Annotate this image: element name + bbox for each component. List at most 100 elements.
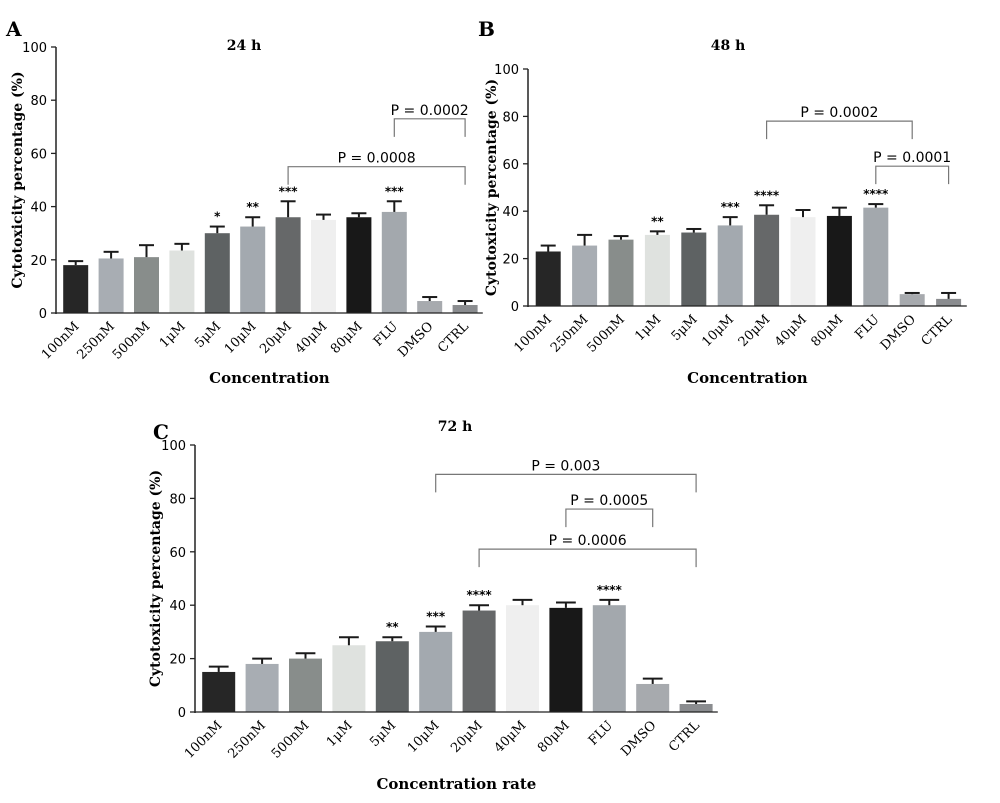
x-tick-label: CTRL — [919, 312, 956, 349]
y-axis-label-a: Cytotoxicity percentage (%) — [10, 71, 26, 288]
x-tick-label: 5μM — [367, 718, 399, 750]
significance-label: **** — [754, 188, 780, 202]
bar — [790, 217, 816, 306]
chart-title-a: 24 h — [227, 38, 262, 54]
x-tick-label: FLU — [852, 312, 882, 342]
x-tick-label: 1μM — [632, 312, 664, 344]
x-tick-label: 500nM — [110, 319, 153, 362]
y-tick-label: 0 — [178, 706, 186, 721]
p-value-bracket — [435, 473, 697, 493]
y-tick-label: 100 — [494, 63, 519, 78]
x-tick-label: 40μM — [772, 312, 810, 350]
bar — [169, 250, 195, 313]
p-value-bracket — [478, 548, 697, 568]
panel-letter-b: B — [478, 17, 495, 41]
y-tick-label: 20 — [502, 253, 519, 268]
x-axis-label-b: Concentration — [687, 369, 808, 387]
x-tick-label: 40μM — [293, 319, 331, 357]
bar — [506, 605, 539, 712]
bar — [311, 219, 336, 313]
bar — [754, 214, 780, 306]
y-tick-label: 100 — [161, 439, 186, 454]
bar — [452, 305, 478, 313]
x-tick-label: CTRL — [435, 319, 472, 356]
bar — [419, 631, 453, 712]
x-tick-label: 80μM — [535, 718, 573, 756]
bar — [63, 265, 89, 313]
chart-panel-a: A 24 h 0 20 40 60 80 100 Cytotoxicity percentage… — [5, 17, 483, 387]
bar — [134, 257, 159, 313]
significance-label: **** — [597, 583, 623, 597]
bar — [332, 645, 366, 712]
x-tick-label: 1μM — [324, 718, 356, 750]
bar — [381, 211, 407, 313]
bar — [240, 226, 266, 313]
bar — [592, 605, 626, 712]
bar — [608, 239, 634, 306]
significance-label: **** — [863, 187, 889, 201]
x-tick-label: 10μM — [222, 319, 260, 357]
bar — [204, 233, 230, 313]
x-tick-label: 20μM — [257, 319, 295, 357]
bar — [863, 207, 889, 306]
bar — [679, 703, 713, 712]
x-axis-label-c: Concentration rate — [376, 775, 536, 793]
x-tick-label: DMSO — [618, 718, 659, 759]
y-tick-label: 40 — [502, 205, 519, 220]
significance-label: *** — [426, 610, 446, 624]
bar — [98, 258, 124, 313]
chart-panel-c: C 72 h 0 20 40 60 80 100 Cytotoxicity percentage… — [148, 419, 718, 793]
panel-letter-a: A — [5, 17, 22, 41]
bar — [462, 610, 496, 712]
y-tick-label: 80 — [502, 110, 519, 125]
significance-label: *** — [721, 200, 741, 214]
chart-title-b: 48 h — [711, 38, 746, 54]
p-value-label: P = 0.0001 — [873, 150, 951, 166]
bar — [644, 234, 670, 306]
bar — [417, 301, 443, 313]
bar — [245, 663, 279, 712]
bar — [899, 294, 925, 306]
y-tick-label: 60 — [30, 147, 47, 162]
x-tick-label: 5μM — [669, 312, 701, 344]
x-tick-label: 10μM — [699, 312, 737, 350]
chart-title-c: 72 h — [438, 419, 473, 435]
y-tick-label: 0 — [511, 300, 519, 315]
x-tick-label: 80μM — [809, 312, 847, 350]
bar — [375, 641, 409, 712]
x-tick-label: FLU — [586, 718, 616, 748]
y-tick-label: 20 — [169, 653, 186, 668]
bar — [717, 225, 743, 306]
bar — [535, 251, 561, 306]
p-value-bracket — [287, 166, 466, 185]
y-tick-label: 0 — [39, 307, 47, 322]
x-tick-label: 20μM — [736, 312, 774, 350]
x-tick-label: 500nM — [584, 312, 627, 355]
y-axis-label-c: Cytotoxicity percentage (%) — [148, 470, 164, 687]
significance-label: ** — [246, 200, 259, 214]
bar — [275, 217, 301, 313]
significance-label: ** — [386, 620, 399, 634]
p-value-bracket — [565, 508, 654, 528]
y-tick-label: 60 — [169, 546, 186, 561]
x-tick-label: 80μM — [328, 319, 366, 357]
x-tick-label: 1μM — [157, 319, 189, 351]
x-tick-label: 5μM — [192, 319, 224, 351]
x-tick-label: 250nM — [74, 319, 117, 362]
x-tick-label: 10μM — [405, 718, 443, 756]
x-tick-label: FLU — [371, 319, 401, 349]
bar — [826, 215, 852, 306]
bar — [289, 658, 322, 712]
y-tick-label: 80 — [169, 492, 186, 507]
p-value-label: P = 0.0008 — [338, 151, 416, 167]
x-tick-label: DMSO — [395, 319, 436, 360]
x-tick-label: 100nM — [39, 319, 82, 362]
p-value-label: P = 0.0005 — [570, 493, 648, 509]
x-tick-label: 40μM — [492, 718, 530, 756]
bar — [549, 607, 583, 712]
p-value-label: P = 0.003 — [531, 458, 600, 474]
significance-label: ** — [651, 214, 664, 228]
p-value-bracket — [875, 165, 950, 185]
y-axis-label-b: Cytotoxicity percentage (%) — [484, 79, 500, 296]
